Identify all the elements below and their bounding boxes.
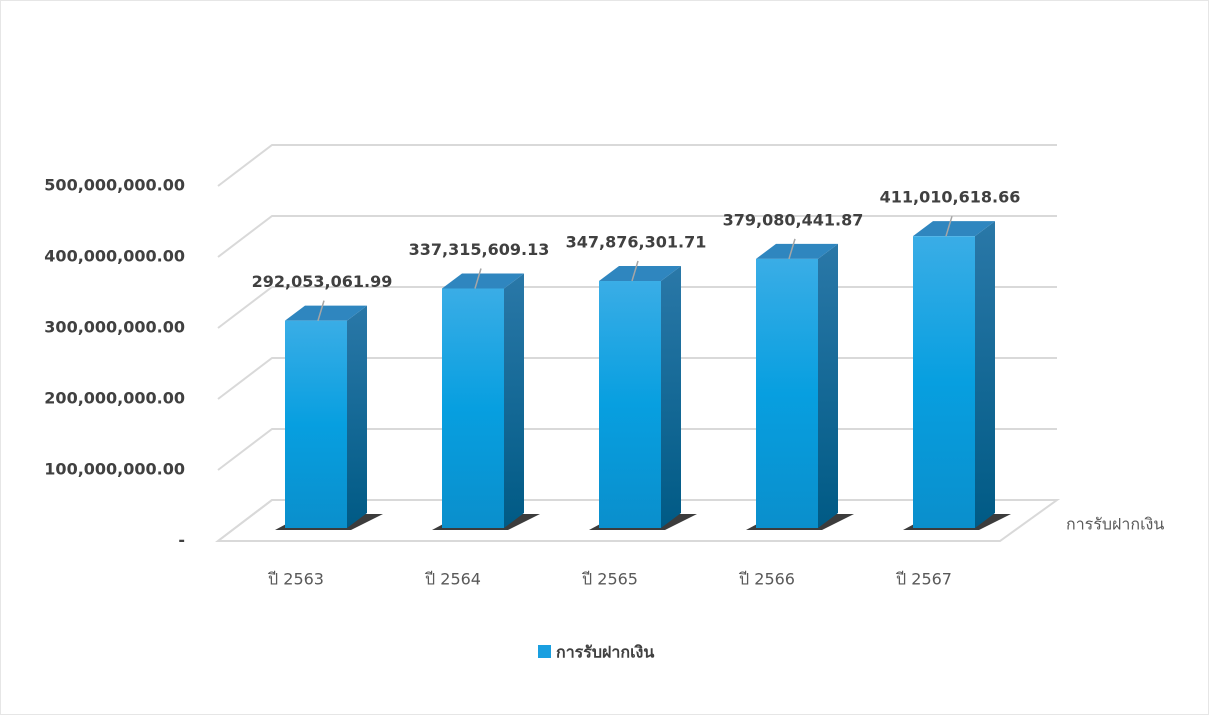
x-tick-label: ปี 2564 bbox=[425, 570, 481, 589]
depth-axis-label: การรับฝากเงิน bbox=[1066, 515, 1164, 534]
data-label: 379,080,441.87 bbox=[723, 210, 864, 229]
y-tick-label: 400,000,000.00 bbox=[44, 247, 185, 266]
x-tick-label: ปี 2565 bbox=[582, 570, 638, 589]
bar-side bbox=[504, 273, 524, 528]
bar bbox=[285, 320, 347, 528]
y-tick-label: 300,000,000.00 bbox=[44, 318, 185, 337]
x-tick-label: ปี 2567 bbox=[896, 570, 952, 589]
bar bbox=[756, 258, 818, 528]
leader-line bbox=[317, 300, 325, 321]
bar bbox=[442, 288, 504, 528]
legend-swatch bbox=[538, 645, 551, 658]
y-tick-label: 200,000,000.00 bbox=[44, 389, 185, 408]
bar bbox=[599, 281, 661, 528]
y-tick-label: 100,000,000.00 bbox=[44, 460, 185, 479]
bar-top bbox=[442, 273, 524, 289]
leader-line bbox=[945, 215, 953, 237]
leader-line bbox=[474, 268, 482, 289]
bar-top bbox=[285, 305, 367, 321]
leader-line bbox=[788, 238, 796, 260]
y-tick-label: - bbox=[178, 531, 185, 550]
data-label: 337,315,609.13 bbox=[409, 240, 550, 259]
grid-line bbox=[217, 144, 1057, 187]
bar-side bbox=[975, 221, 995, 528]
legend-label: การรับฝากเงิน bbox=[556, 643, 654, 662]
data-label: 411,010,618.66 bbox=[880, 188, 1021, 207]
bar-top bbox=[599, 266, 681, 282]
x-tick-label: ปี 2563 bbox=[268, 570, 324, 589]
bar bbox=[913, 236, 975, 528]
data-label: 347,876,301.71 bbox=[566, 233, 707, 252]
grid-line bbox=[217, 215, 1057, 258]
leader-line bbox=[631, 260, 639, 282]
x-tick-label: ปี 2566 bbox=[739, 570, 795, 589]
data-label: 292,053,061.99 bbox=[252, 272, 393, 291]
bar-top bbox=[756, 243, 838, 259]
bar-side bbox=[661, 266, 681, 528]
bar-top bbox=[913, 221, 995, 237]
bar-side bbox=[347, 305, 367, 528]
y-tick-label: 500,000,000.00 bbox=[44, 176, 185, 195]
bar-side bbox=[818, 243, 838, 528]
